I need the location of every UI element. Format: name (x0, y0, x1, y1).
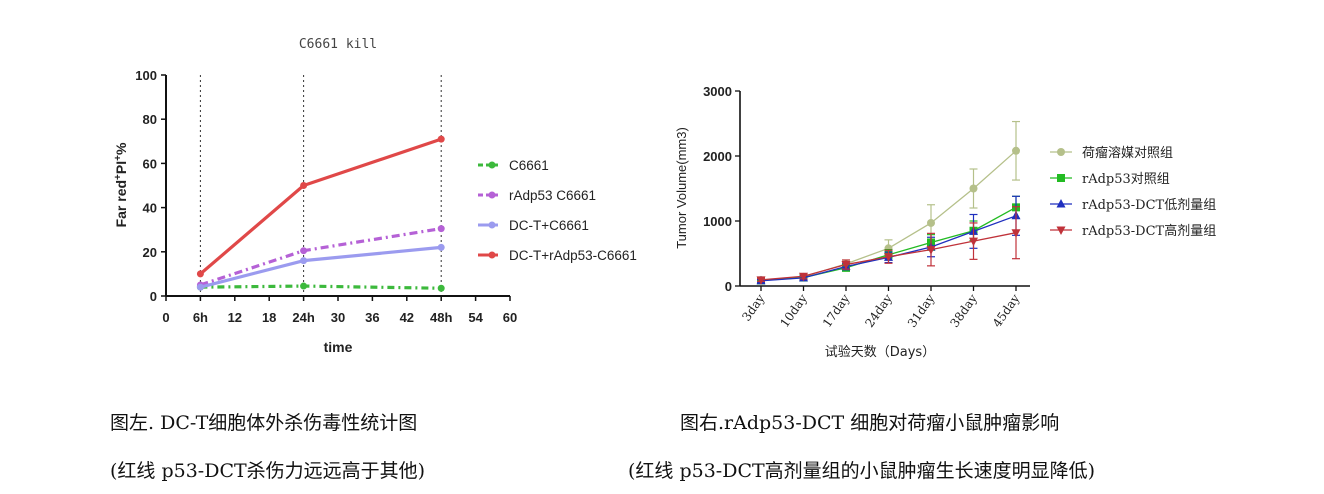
legend-label: 荷瘤溶媒对照组 (1082, 145, 1173, 161)
y-axis-label: Far red+PI+% (113, 142, 129, 227)
x-tick-label: 38day (947, 292, 980, 330)
left-caption-line2: (红线 p53-DCT杀伤力远远高于其他) (110, 460, 426, 482)
right-caption-line1: 图右.rAdp53-DCT 细胞对荷瘤小鼠肿瘤影响 (680, 412, 1060, 434)
legend-label: rAdp53-DCT低剂量组 (1082, 198, 1216, 213)
data-point (196, 283, 204, 291)
x-tick-label: 54 (468, 310, 483, 325)
data-point (437, 225, 445, 233)
x-tick-label: 18 (262, 310, 276, 325)
x-tick-label: 30 (331, 310, 345, 325)
x-tick-label: 17day (820, 292, 853, 330)
y-axis-label: Tumor Volume(mm3) (674, 127, 689, 249)
legend-marker (488, 161, 496, 169)
y-tick-label: 2000 (703, 149, 732, 164)
legend-label: DC-T+rAdp53-C6661 (509, 248, 637, 263)
data-point (756, 276, 766, 285)
x-tick-label: 42 (400, 310, 414, 325)
x-tick-label: 12 (228, 310, 242, 325)
data-point (300, 182, 308, 189)
x-tick-label: 48h (430, 310, 452, 325)
data-point (841, 261, 851, 270)
data-point (196, 270, 204, 278)
x-axis-label: time (324, 339, 353, 355)
data-point (799, 272, 808, 282)
y-tick-label: 100 (135, 68, 157, 83)
legend-label: DC-T+C6661 (509, 218, 589, 233)
x-tick-label: 60 (503, 310, 517, 325)
data-point (926, 246, 936, 255)
y-tick-label: 0 (150, 289, 157, 304)
x-axis-label: 试验天数（Days） (825, 344, 935, 360)
data-point (300, 282, 308, 290)
data-point (969, 184, 978, 193)
y-tick-label: 1000 (703, 214, 732, 229)
left-caption-line1: 图左. DC-T细胞体外杀伤毒性统计图 (110, 412, 418, 434)
x-tick-label: 10day (777, 292, 810, 330)
data-point (884, 253, 893, 262)
y-tick-label: 60 (143, 156, 157, 171)
x-tick-label: 24day (862, 292, 895, 330)
legend-marker (1057, 148, 1065, 156)
data-point (1011, 229, 1021, 238)
x-tick-label: 36 (365, 310, 379, 325)
data-point (927, 218, 935, 227)
legend-label: rAdp53对照组 (1082, 172, 1170, 187)
legend-marker (1056, 199, 1066, 208)
legend-label: rAdp53 C6661 (509, 188, 596, 203)
right-caption-line2: (红线 p53-DCT高剂量组的小鼠肿瘤生长速度明显降低) (628, 460, 1096, 482)
x-tick-label: 24h (292, 310, 314, 325)
legend-label: C6661 (509, 158, 549, 173)
x-tick-label: 31day (905, 292, 938, 330)
data-point (300, 257, 308, 265)
legend-marker (1056, 226, 1066, 235)
y-tick-label: 80 (143, 112, 157, 127)
y-tick-label: 40 (143, 201, 157, 216)
x-tick-label: 0 (162, 310, 169, 325)
chart-title: C6661 kill (299, 37, 377, 52)
y-tick-label: 3000 (703, 84, 732, 99)
data-point (969, 237, 978, 247)
data-point (300, 247, 308, 255)
legend-marker (488, 221, 496, 229)
legend-marker (488, 251, 496, 259)
data-point (437, 284, 445, 292)
x-tick-label: 3day (739, 292, 767, 324)
y-tick-label: 20 (143, 245, 157, 260)
legend-marker (488, 191, 496, 199)
data-point (437, 243, 445, 251)
y-tick-label: 0 (725, 279, 732, 294)
legend-marker (1057, 174, 1065, 182)
data-point (437, 135, 445, 143)
data-point (1012, 146, 1020, 155)
legend-label: rAdp53-DCT高剂量组 (1082, 223, 1216, 239)
x-tick-label: 45day (990, 292, 1023, 330)
x-tick-label: 6h (193, 310, 208, 325)
